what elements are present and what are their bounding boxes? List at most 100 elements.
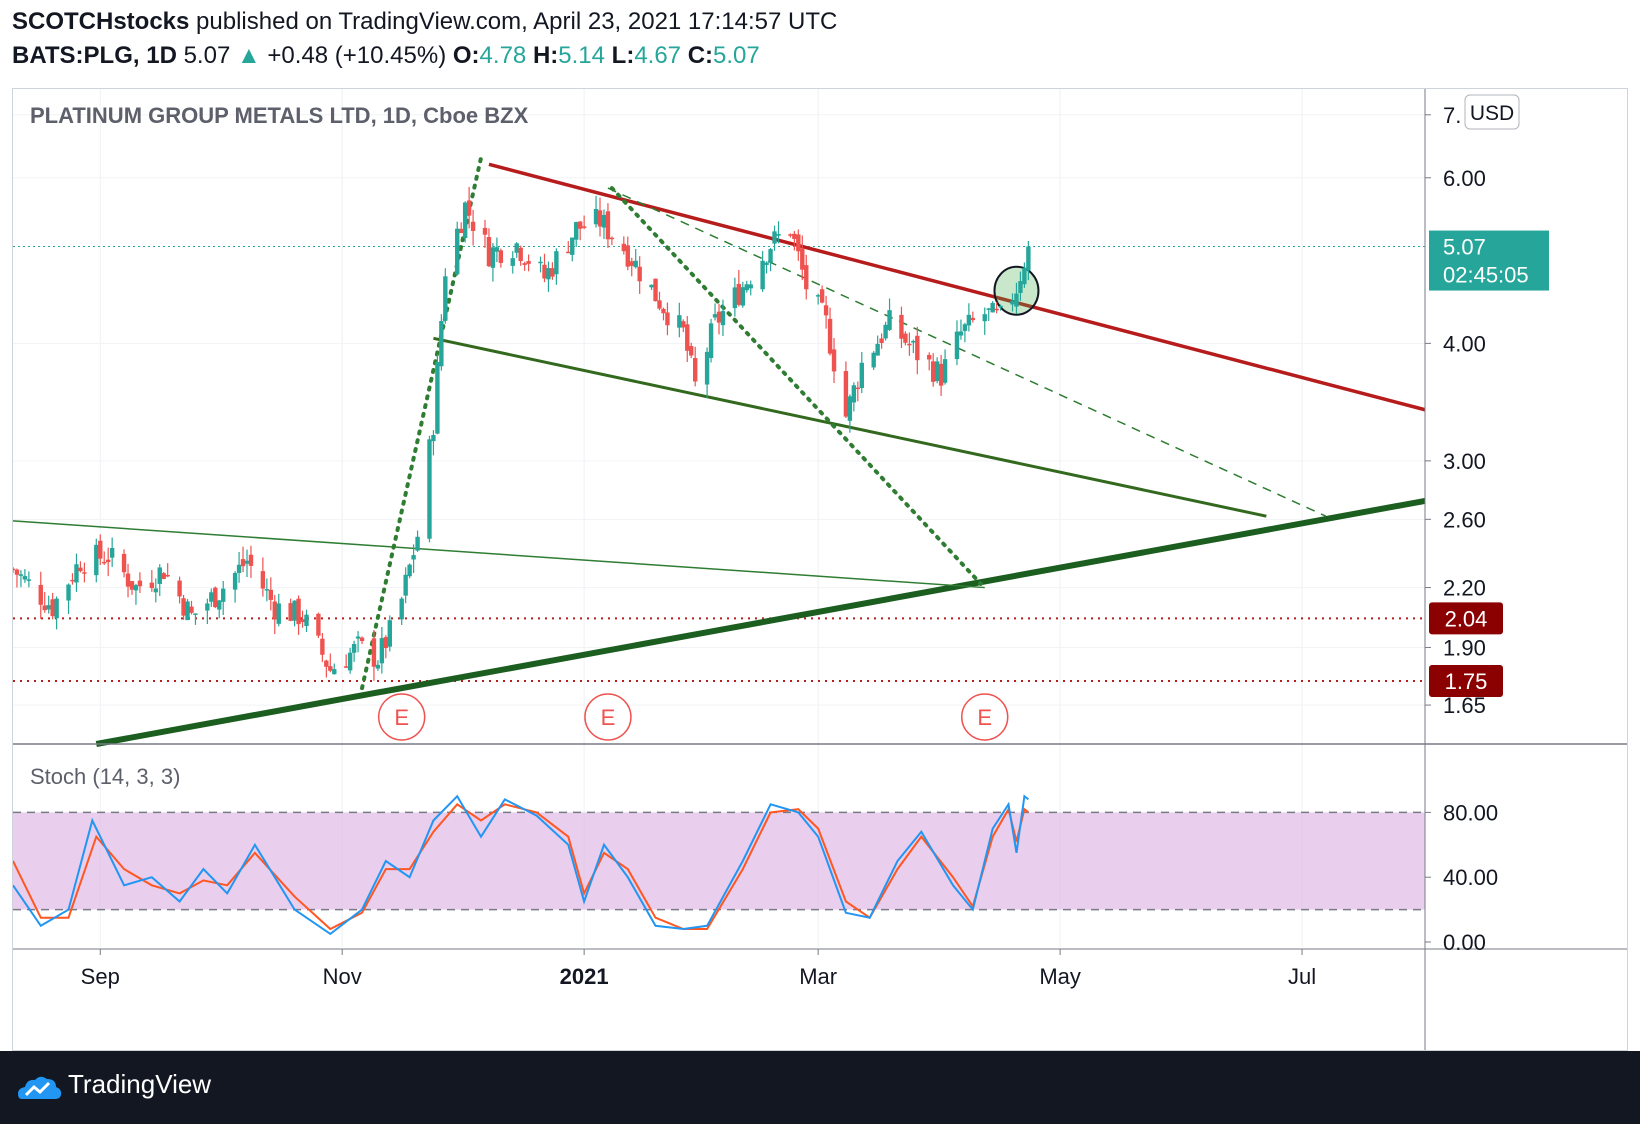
candle[interactable] <box>875 335 880 356</box>
candle[interactable] <box>934 357 940 384</box>
trendline[interactable] <box>488 162 1426 412</box>
candle[interactable] <box>74 553 79 592</box>
earnings-marker[interactable] <box>584 693 632 741</box>
candle[interactable] <box>800 235 805 281</box>
candle[interactable] <box>165 563 170 578</box>
candle[interactable] <box>796 229 801 261</box>
candle[interactable] <box>744 280 749 293</box>
candle[interactable] <box>359 636 365 645</box>
candle[interactable] <box>859 352 864 394</box>
candle[interactable] <box>970 311 976 323</box>
brand-name[interactable]: TradingView <box>68 1069 212 1099</box>
candle[interactable] <box>431 430 436 456</box>
candle[interactable] <box>455 221 460 276</box>
candle[interactable] <box>903 331 908 346</box>
candle[interactable] <box>942 349 948 385</box>
tradingview-logo-icon[interactable] <box>18 1073 62 1105</box>
candle[interactable] <box>129 580 135 595</box>
candle[interactable] <box>851 382 857 412</box>
candle[interactable] <box>78 561 83 573</box>
candle[interactable] <box>355 631 361 653</box>
candle[interactable] <box>653 278 658 302</box>
candle[interactable] <box>232 571 238 603</box>
candle[interactable] <box>930 353 936 387</box>
candle[interactable] <box>153 578 158 603</box>
candle[interactable] <box>637 256 642 294</box>
candle[interactable] <box>13 567 16 574</box>
trendline[interactable] <box>360 155 484 691</box>
earnings-marker[interactable] <box>960 693 1009 741</box>
candle[interactable] <box>42 592 47 613</box>
candle[interactable] <box>550 262 555 280</box>
candle[interactable] <box>538 256 543 273</box>
candle[interactable] <box>712 303 718 321</box>
candle[interactable] <box>248 545 254 578</box>
candle[interactable] <box>601 209 607 240</box>
candle[interactable] <box>50 592 55 620</box>
candle[interactable] <box>907 332 912 356</box>
candle[interactable] <box>121 549 127 578</box>
candle[interactable] <box>494 237 500 262</box>
candle[interactable] <box>221 580 226 616</box>
candle[interactable] <box>625 236 630 271</box>
candle[interactable] <box>189 600 194 615</box>
candle[interactable] <box>264 578 270 602</box>
candle[interactable] <box>268 577 274 611</box>
candle[interactable] <box>498 248 504 268</box>
candle[interactable] <box>629 257 634 277</box>
candle[interactable] <box>649 284 654 290</box>
candle[interactable] <box>240 546 246 573</box>
candle[interactable] <box>986 307 991 321</box>
candle[interactable] <box>510 251 515 274</box>
candle[interactable] <box>633 248 638 269</box>
candle[interactable] <box>546 261 551 292</box>
candle[interactable] <box>403 567 408 604</box>
candle[interactable] <box>938 354 944 396</box>
candle[interactable] <box>605 203 611 248</box>
candle[interactable] <box>292 600 297 627</box>
candle[interactable] <box>998 304 1003 311</box>
candle[interactable] <box>181 594 186 620</box>
candle[interactable] <box>482 219 488 248</box>
candle[interactable] <box>351 640 357 662</box>
candle[interactable] <box>205 598 210 625</box>
candle[interactable] <box>593 195 599 228</box>
candle[interactable] <box>70 573 75 585</box>
candle[interactable] <box>887 298 892 331</box>
candle[interactable] <box>581 215 587 230</box>
candle[interactable] <box>740 281 745 308</box>
candle[interactable] <box>244 549 250 578</box>
candle[interactable] <box>276 593 281 627</box>
candle[interactable] <box>768 247 773 272</box>
candle[interactable] <box>22 569 28 583</box>
candle[interactable] <box>871 351 876 370</box>
candle[interactable] <box>383 635 389 659</box>
candle[interactable] <box>760 251 765 292</box>
candle[interactable] <box>137 572 143 593</box>
candle[interactable] <box>823 295 829 329</box>
candle[interactable] <box>149 570 155 592</box>
candle[interactable] <box>911 339 916 354</box>
candle[interactable] <box>288 598 293 622</box>
candle[interactable] <box>320 633 325 663</box>
candle[interactable] <box>443 268 448 324</box>
candle[interactable] <box>772 225 777 251</box>
candle[interactable] <box>748 280 753 296</box>
candle[interactable] <box>843 361 849 418</box>
candle[interactable] <box>526 254 531 272</box>
candle[interactable] <box>927 352 932 371</box>
candle[interactable] <box>518 245 523 266</box>
candle[interactable] <box>621 236 627 255</box>
candle[interactable] <box>831 338 837 384</box>
candle[interactable] <box>66 583 71 614</box>
candle[interactable] <box>490 243 496 282</box>
candle[interactable] <box>54 596 59 630</box>
candle[interactable] <box>26 571 32 588</box>
candle[interactable] <box>324 659 329 678</box>
candle[interactable] <box>18 570 24 588</box>
candle[interactable] <box>236 552 242 583</box>
candle[interactable] <box>347 647 353 674</box>
candle[interactable] <box>379 626 385 674</box>
candle[interactable] <box>736 269 742 307</box>
candle[interactable] <box>427 435 432 543</box>
